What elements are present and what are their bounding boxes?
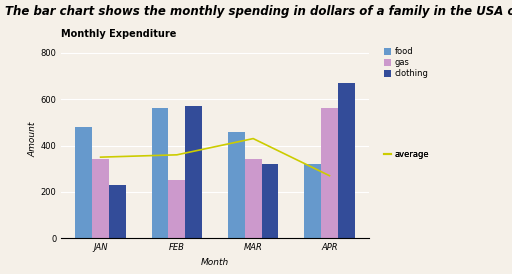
- Bar: [338, 83, 355, 238]
- Bar: [168, 180, 185, 238]
- Bar: [228, 132, 245, 238]
- Bar: [262, 164, 279, 238]
- Y-axis label: Amount: Amount: [29, 122, 38, 158]
- Bar: [152, 109, 168, 238]
- Bar: [75, 127, 92, 238]
- Bar: [92, 159, 109, 238]
- Text: The bar chart shows the monthly spending in dollars of a family in the USA on th: The bar chart shows the monthly spending…: [5, 5, 512, 18]
- Text: Monthly Expenditure: Monthly Expenditure: [61, 29, 177, 39]
- X-axis label: Month: Month: [201, 258, 229, 267]
- Bar: [109, 185, 126, 238]
- Bar: [304, 164, 321, 238]
- Bar: [245, 159, 262, 238]
- Bar: [185, 106, 202, 238]
- Bar: [321, 109, 338, 238]
- Legend: average: average: [382, 148, 431, 160]
